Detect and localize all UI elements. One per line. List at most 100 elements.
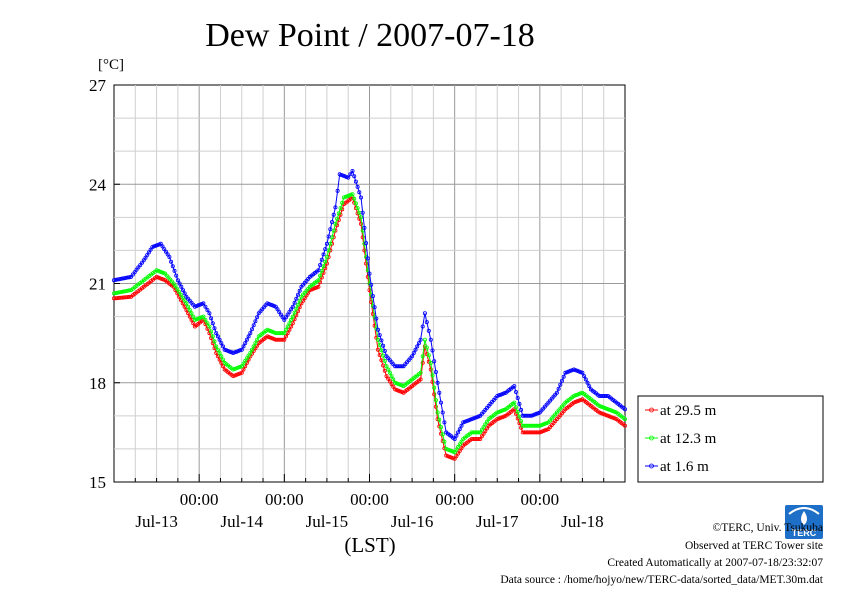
series-point: [391, 377, 396, 382]
series-point: [454, 454, 459, 459]
series-point: [170, 264, 175, 269]
series-point: [454, 447, 459, 452]
series-point: [433, 404, 438, 409]
series-point: [333, 205, 338, 210]
series-point: [251, 344, 256, 349]
series-point: [280, 331, 285, 336]
series-point: [442, 439, 447, 444]
series-point: [294, 296, 299, 301]
series-point: [554, 390, 559, 395]
series-point: [432, 385, 437, 390]
credit-created: Created Automatically at 2007-07-18/23:3…: [607, 557, 823, 569]
series-point: [214, 331, 219, 336]
series-point: [517, 401, 522, 406]
series-point: [321, 252, 326, 257]
series-point: [127, 275, 132, 280]
series-point: [283, 327, 288, 332]
y-unit-label: [°C]: [98, 57, 124, 73]
series-2: [112, 168, 628, 441]
x-date-label: Jul-13: [135, 512, 178, 531]
series-point: [597, 403, 602, 408]
series-point: [358, 215, 363, 220]
series-point: [367, 271, 372, 276]
series-point: [420, 354, 425, 359]
series-point: [175, 278, 180, 283]
series-point: [561, 374, 566, 379]
series-point: [186, 304, 191, 309]
x-date-label: Jul-17: [476, 512, 519, 531]
credit-observed: Observed at TERC Tower site: [685, 540, 823, 552]
x-time-label: 00:00: [350, 490, 389, 509]
series-point: [215, 334, 220, 339]
legend-label: at 12.3 m: [660, 431, 717, 447]
series-point: [210, 321, 215, 326]
series-point: [367, 288, 372, 293]
series-point: [219, 341, 224, 346]
series-point: [319, 257, 324, 262]
series-point: [387, 370, 392, 375]
series-point: [558, 382, 563, 387]
series-point: [476, 436, 481, 441]
y-tick-label: 21: [89, 275, 106, 294]
series-point: [438, 425, 443, 430]
series-point: [348, 172, 353, 177]
series-point: [583, 377, 588, 382]
terc-logo-text: TERC: [792, 528, 817, 538]
series-point: [255, 315, 260, 320]
series-point: [127, 288, 132, 293]
series-point: [292, 300, 297, 305]
series-point: [174, 273, 179, 278]
legend-marker: [649, 407, 654, 413]
series-point: [478, 436, 483, 441]
series-point: [433, 369, 438, 374]
series-point: [442, 420, 447, 425]
series-point: [215, 347, 220, 352]
series-point: [452, 436, 457, 441]
series-point: [384, 374, 389, 379]
series-point: [282, 331, 287, 336]
x-time-label: 00:00: [265, 490, 304, 509]
series-point: [358, 221, 363, 226]
series-point: [175, 287, 180, 292]
series-point: [171, 281, 176, 286]
series-point: [362, 248, 367, 253]
series-point: [597, 410, 602, 415]
series-point: [205, 307, 210, 312]
series-point: [365, 274, 370, 279]
series-point: [483, 429, 488, 434]
y-tick-label: 24: [89, 175, 107, 194]
series-point: [387, 379, 392, 384]
series-point: [210, 334, 215, 339]
x-date-label: Jul-18: [561, 512, 604, 531]
series-point: [326, 248, 331, 253]
series-point: [382, 348, 387, 353]
series-point: [249, 327, 254, 332]
series-point: [481, 425, 486, 430]
series-point: [290, 314, 295, 319]
series-point: [219, 354, 224, 359]
series-point: [253, 319, 258, 324]
series-point: [335, 188, 340, 193]
series-point: [237, 371, 242, 376]
series-point: [302, 296, 307, 301]
series-point: [249, 347, 254, 352]
series-point: [438, 400, 443, 405]
series-point: [295, 302, 300, 307]
series-point: [178, 292, 183, 297]
series-point: [333, 221, 338, 226]
series-point: [329, 219, 334, 224]
series-point: [435, 380, 440, 385]
series-point: [217, 337, 222, 342]
series-point: [212, 339, 217, 344]
series-point: [384, 364, 389, 369]
series-point: [420, 360, 425, 365]
series-point: [179, 284, 184, 289]
series-point: [335, 216, 340, 221]
series-point: [203, 304, 208, 309]
series-point: [512, 384, 517, 389]
series-point: [201, 301, 206, 306]
series-point: [424, 345, 429, 350]
series-point: [148, 247, 153, 252]
series-point: [358, 195, 363, 200]
legend: at 29.5 m at 12.3 m at 1.6 m: [637, 395, 824, 483]
